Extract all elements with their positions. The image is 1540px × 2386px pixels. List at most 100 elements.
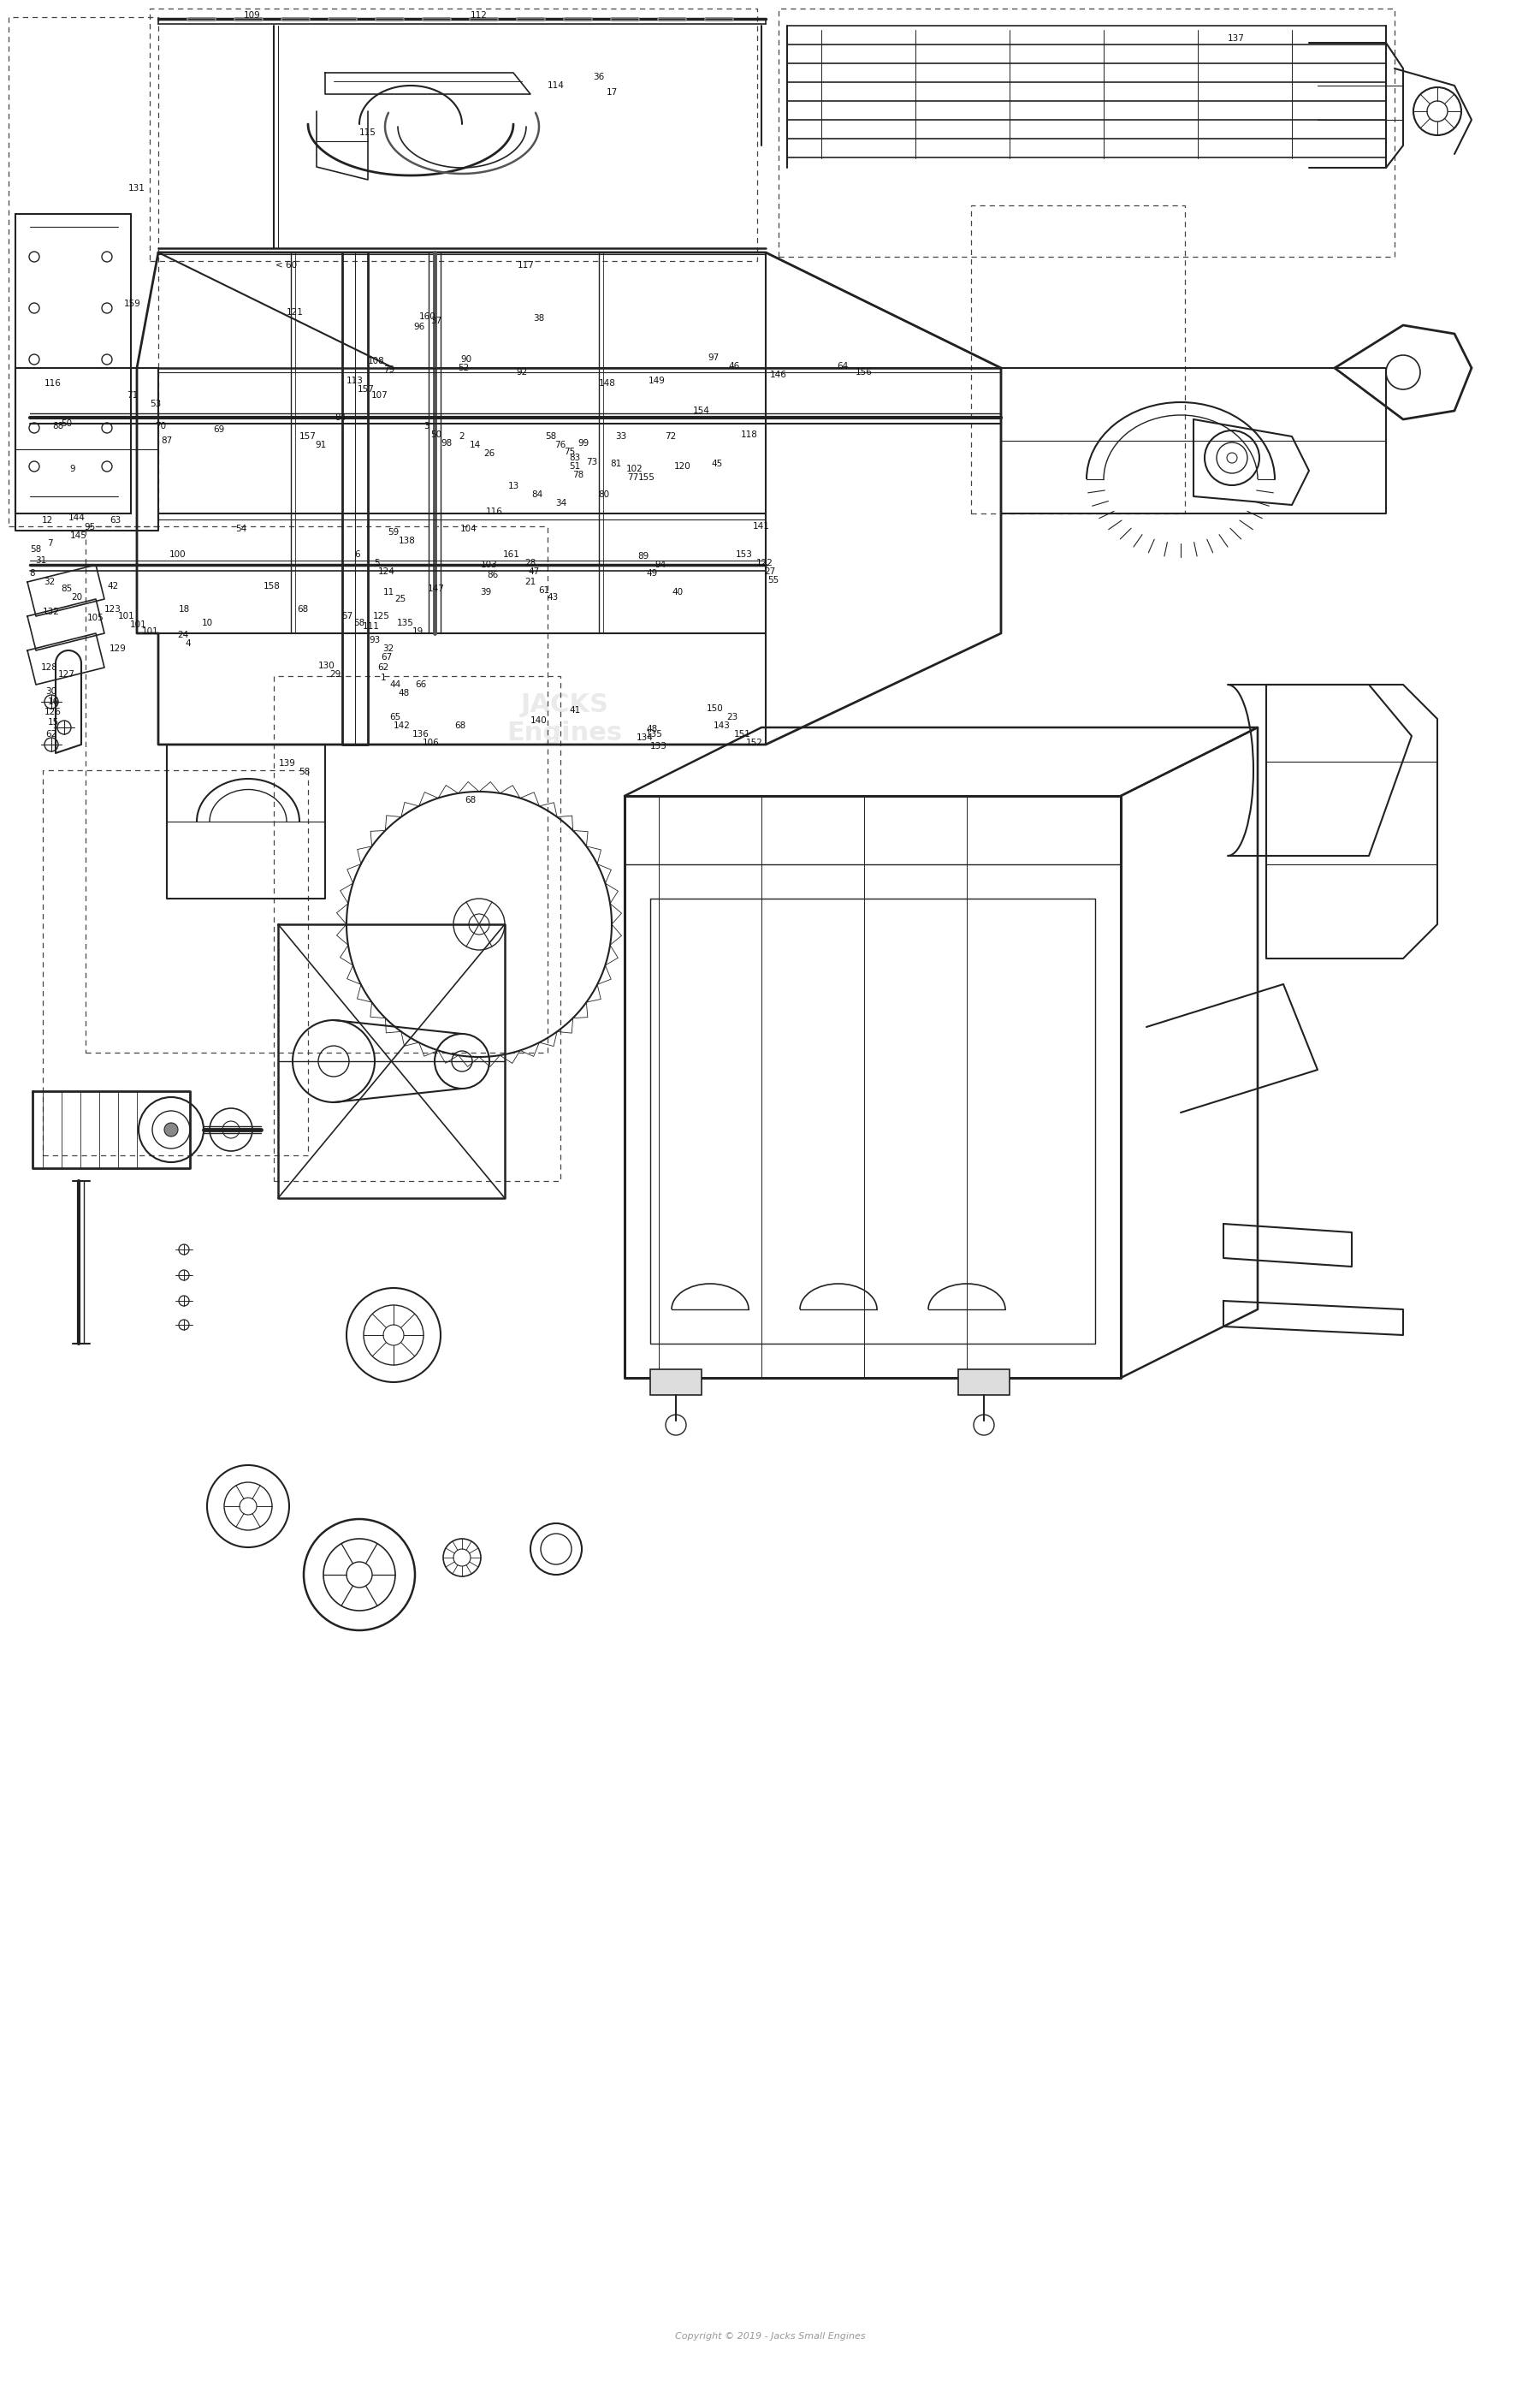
Text: 58: 58 [299, 768, 310, 775]
Text: 14: 14 [470, 441, 480, 449]
Text: 51: 51 [570, 463, 581, 470]
Text: 77: 77 [627, 472, 639, 482]
Text: 64: 64 [838, 363, 849, 370]
Text: 86: 86 [487, 570, 499, 580]
Text: 146: 146 [770, 370, 787, 379]
Text: 104: 104 [460, 525, 477, 532]
Text: 155: 155 [638, 472, 656, 482]
Text: 128: 128 [42, 663, 59, 673]
Text: 100: 100 [169, 551, 186, 558]
Text: 47: 47 [528, 568, 539, 575]
Text: < 60: < 60 [276, 260, 297, 270]
Bar [15, 215, 131, 513]
Text: 18: 18 [179, 606, 189, 613]
Text: 78: 78 [573, 470, 584, 480]
Text: 63: 63 [109, 515, 122, 525]
Text: 43: 43 [547, 594, 559, 601]
Bar [650, 1370, 702, 1396]
Text: 44: 44 [390, 680, 400, 690]
Text: 123: 123 [105, 606, 122, 613]
Text: 120: 120 [675, 463, 691, 470]
Text: 131: 131 [128, 184, 145, 193]
Text: 149: 149 [648, 377, 665, 384]
Text: 94: 94 [654, 561, 667, 570]
Text: 46: 46 [728, 363, 739, 370]
Text: 50: 50 [62, 420, 72, 427]
Text: 62: 62 [46, 730, 57, 740]
Text: 4: 4 [185, 639, 191, 649]
Text: 66: 66 [416, 680, 427, 690]
Text: 95: 95 [85, 523, 95, 532]
Bar [43, 771, 308, 1155]
Text: 59: 59 [388, 527, 399, 537]
Text: 39: 39 [480, 587, 491, 596]
Text: 105: 105 [88, 613, 105, 623]
Text: 27: 27 [764, 568, 776, 575]
Text: 52: 52 [457, 363, 470, 372]
Text: 24: 24 [177, 630, 189, 639]
Text: 139: 139 [279, 759, 296, 768]
Text: 7: 7 [46, 539, 52, 549]
Text: 130: 130 [319, 661, 336, 670]
Text: 144: 144 [68, 513, 86, 523]
Text: 118: 118 [741, 429, 758, 439]
Text: 101: 101 [131, 620, 146, 630]
Text: 20: 20 [71, 594, 83, 601]
Bar [86, 527, 548, 1052]
Text: 88: 88 [52, 422, 63, 429]
Text: 98: 98 [440, 439, 453, 449]
Text: 160: 160 [419, 313, 436, 322]
Text: 71: 71 [126, 391, 139, 401]
Text: 72: 72 [665, 432, 676, 441]
Text: 58: 58 [354, 618, 365, 628]
Text: 157: 157 [357, 384, 374, 394]
Text: 143: 143 [713, 721, 730, 730]
Text: 13: 13 [508, 482, 519, 492]
Text: 124: 124 [379, 568, 396, 575]
Text: 153: 153 [736, 551, 753, 558]
Text: 156: 156 [856, 367, 873, 377]
Text: 135: 135 [397, 618, 414, 628]
Bar [149, 10, 758, 260]
Text: 84: 84 [531, 492, 544, 499]
Text: 154: 154 [693, 406, 710, 415]
Text: 58: 58 [31, 544, 42, 554]
Text: 76: 76 [554, 441, 567, 449]
Text: 8: 8 [29, 570, 35, 577]
Text: 83: 83 [570, 453, 581, 463]
Text: 121: 121 [286, 308, 303, 317]
Text: 28: 28 [525, 558, 536, 568]
Text: 125: 125 [373, 611, 390, 620]
Text: 29: 29 [330, 670, 340, 678]
Text: 134: 134 [636, 733, 653, 742]
Text: 25: 25 [394, 594, 407, 604]
Text: 93: 93 [370, 635, 380, 644]
Text: 137: 137 [1227, 33, 1244, 43]
Text: 5: 5 [374, 558, 379, 568]
Text: 1: 1 [380, 673, 387, 682]
Text: 65: 65 [390, 713, 400, 721]
Text: JACKS
Engines: JACKS Engines [507, 692, 622, 747]
Text: 133: 133 [650, 742, 667, 752]
Text: 152: 152 [745, 740, 764, 747]
Text: 19: 19 [411, 628, 424, 635]
Text: 23: 23 [727, 713, 738, 721]
Text: 116: 116 [487, 508, 504, 515]
Text: 45: 45 [711, 460, 722, 468]
Text: 57: 57 [342, 611, 353, 620]
Text: 62: 62 [377, 663, 390, 673]
Text: 113: 113 [346, 377, 363, 384]
Text: Copyright © 2019 - Jacks Small Engines: Copyright © 2019 - Jacks Small Engines [675, 2331, 865, 2341]
Text: 141: 141 [753, 523, 770, 530]
Text: 159: 159 [125, 301, 142, 308]
Text: 73: 73 [587, 458, 598, 465]
Text: 40: 40 [671, 587, 684, 596]
Text: 145: 145 [71, 532, 88, 539]
Text: 12: 12 [42, 515, 52, 525]
Text: 68: 68 [465, 797, 476, 804]
Text: 114: 114 [548, 81, 565, 91]
Text: 138: 138 [399, 537, 416, 544]
Bar [9, 17, 159, 527]
Text: 6: 6 [354, 551, 360, 558]
Text: 90: 90 [460, 356, 471, 363]
